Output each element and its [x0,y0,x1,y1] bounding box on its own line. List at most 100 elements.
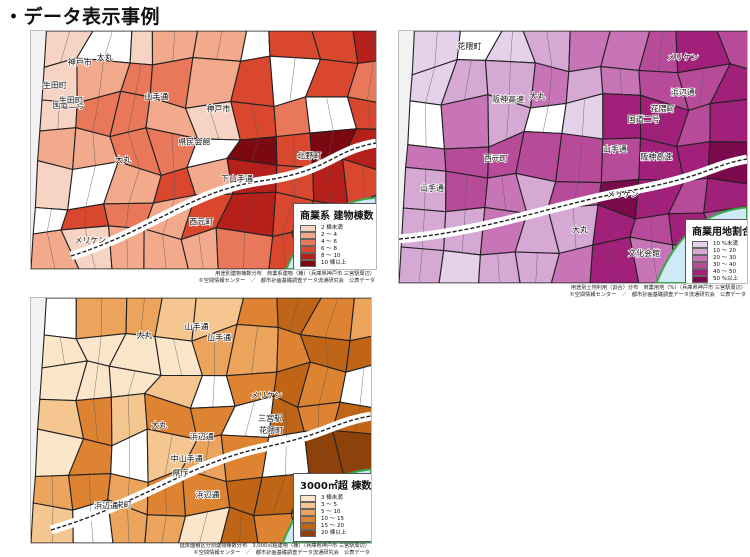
place-label: 山手通 [420,183,444,193]
legend-item: 50 %以上 [692,276,747,283]
parcel-line [243,232,245,269]
legend-item: 20 棟以上 [300,530,371,537]
map-block [703,177,747,214]
place-label: 国道二号 [628,114,660,124]
map-block [339,364,371,409]
map-commercial-buildings-canvas: メリケン浜辺通西元町大丸神戸市北野町下山手通大丸生田町県民会館国道二号神戸市生田… [31,31,376,269]
legend-label: 3 ～ 5 [321,502,337,508]
parcel-line [699,68,705,108]
place-label: 栄町 [116,500,132,510]
parcel-line [464,59,472,100]
place-label: 阪神高速 [640,151,672,161]
parcel-line [251,138,259,162]
map-block [43,298,77,340]
parcel-line [208,104,220,140]
legend-swatch [300,523,316,530]
parcel-line [318,367,329,405]
map-caption-credit: ©空間情報センター ／ 都市計画基礎調査データ流通研究会 公表データ [198,278,375,284]
parcel-line [572,206,577,250]
place-label: 浜辺通 [190,432,214,442]
legend-swatch [692,269,708,276]
legend-item: 10 ～ 20 [692,248,747,255]
legend-swatch [300,239,316,246]
legend-swatch [300,253,316,260]
legend-label: 10 棟以上 [321,260,347,266]
legend-swatch [300,502,316,509]
parcel-line [318,404,320,431]
legend-item: 30 ～ 40 [692,262,747,269]
legend-label: 15 ～ 20 [321,523,344,529]
legend-item: 10 ～ 15 [300,516,371,523]
map-block [438,249,481,283]
legend-swatch [300,260,316,267]
parcel-line [92,97,100,133]
map-block [709,98,747,143]
place-label: メリケン [667,53,699,62]
parcel-line [173,338,182,376]
legend-item: 2 棟未満 [300,225,373,232]
map-block [515,131,563,183]
legend-label: 6 ～ 8 [321,246,337,252]
legend-label: 2 ～ 4 [321,232,337,238]
legend-swatch [300,495,316,502]
parcel-line [611,241,615,283]
place-label: 生田町 [59,95,83,105]
place-label: 北野町 [297,151,321,160]
parcel-line [162,234,167,269]
place-label: 花隈町 [259,425,283,435]
map-block [144,514,187,543]
legend-label: 50 %以上 [713,276,738,282]
parcel-line [93,363,99,399]
map-caption: 延床面積区分別建物棟数分布 3,000㎡超建物（棟）（兵庫県神戸市 三宮駅周辺）… [110,543,370,557]
parcel-line [651,240,658,283]
parcel-line [89,474,91,506]
parcel-line [434,31,438,68]
parcel-line [85,165,96,207]
parcel-line [465,174,468,210]
map-block [331,429,371,479]
parcel-line [252,103,259,139]
legend-swatch [692,241,708,248]
parcel-line [548,67,553,106]
parcel-line [98,336,102,364]
map-caption-title: 用途別建物棟数分布 商業系建物（棟）（兵庫県神戸市 三宮駅周辺） [215,271,375,277]
parcel-line [127,94,136,133]
parcel-line [509,61,511,102]
map-block [514,251,561,283]
parcel-line [611,211,617,242]
place-label: 浜辺通 [94,501,118,511]
parcel-line [506,101,510,140]
parcel-line [542,105,549,133]
map-block [716,31,747,70]
legend-swatch [300,530,316,537]
map-block [529,62,570,109]
legend-item: 4 ～ 6 [300,239,373,246]
map-block [523,102,567,135]
parcel-line [93,398,98,443]
map-block [550,244,594,283]
map-block [346,60,376,103]
parcel-line [658,142,662,181]
parcel-line [367,100,371,130]
map-block [107,498,148,543]
legend-swatch [692,262,708,269]
parcel-line [418,248,423,283]
place-label: 文化会館 [628,248,660,258]
map-caption: 用途別土地利用（割合）分布 商業用地（%）（兵庫県神戸市 三宮駅周辺） ©空間情… [492,285,746,299]
parcel-line [90,504,94,543]
place-label: 神戸市 [68,57,92,67]
map-block [345,335,371,373]
parcel-line [326,96,334,131]
legend-swatch [300,509,316,516]
parcel-line [372,31,374,62]
map-large-floor-area-buildings-canvas: 県庁山手通メリケン山手通中山手通三宮駅西元町大丸浜辺通花隈町浜辺通栄町大丸浜辺通 [31,298,371,543]
map-large-floor-area-buildings: 県庁山手通メリケン山手通中山手通三宮駅西元町大丸浜辺通花隈町浜辺通栄町大丸浜辺通… [30,297,372,544]
parcel-line [128,168,140,204]
legend-label: 40 ～ 50 [713,269,736,275]
legend-item: 10 %未満 [692,241,747,248]
legend-label: 30 ～ 40 [713,262,736,268]
parcel-line [282,196,295,235]
parcel-line [127,132,140,169]
parcel-line [727,181,731,210]
